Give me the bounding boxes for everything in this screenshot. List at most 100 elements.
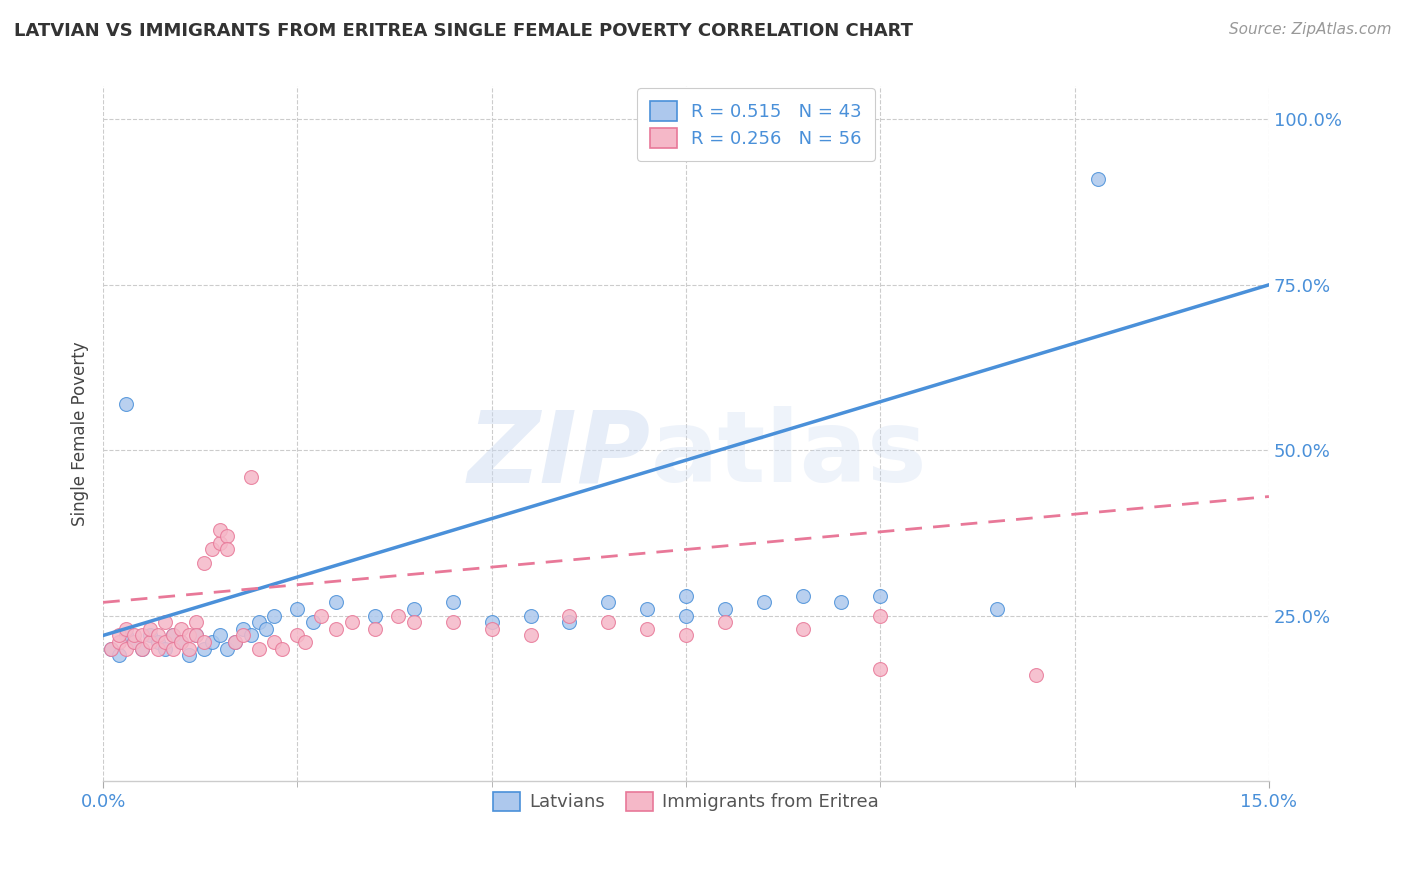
Point [193,635,215,649]
Point [177,648,200,663]
Point [792,622,814,636]
Point [302,615,325,630]
Point [402,615,425,630]
Point [325,595,347,609]
Point [170,622,193,636]
Point [146,641,169,656]
Point [107,648,129,663]
Point [340,615,363,630]
Point [224,635,246,649]
Point [146,628,169,642]
Point [170,635,193,649]
Point [294,635,316,649]
Point [217,641,239,656]
Point [519,628,541,642]
Text: Source: ZipAtlas.com: Source: ZipAtlas.com [1229,22,1392,37]
Point [115,641,138,656]
Point [675,628,697,642]
Point [107,628,129,642]
Point [201,542,224,557]
Legend: Latvians, Immigrants from Eritrea: Latvians, Immigrants from Eritrea [481,779,891,824]
Point [155,641,177,656]
Point [675,589,697,603]
Point [325,622,347,636]
Point [830,595,852,609]
Point [177,641,200,656]
Point [287,628,309,642]
Point [186,615,208,630]
Point [186,628,208,642]
Point [792,589,814,603]
Point [364,622,387,636]
Point [162,628,184,642]
Point [247,615,270,630]
Point [115,397,138,411]
Point [287,602,309,616]
Point [598,615,620,630]
Point [309,608,332,623]
Point [558,615,581,630]
Point [201,635,224,649]
Point [263,608,285,623]
Point [131,641,153,656]
Point [107,635,129,649]
Point [869,608,891,623]
Point [636,602,658,616]
Y-axis label: Single Female Poverty: Single Female Poverty [72,342,89,526]
Text: atlas: atlas [651,406,928,503]
Point [519,608,541,623]
Point [208,536,231,550]
Point [193,556,215,570]
Point [263,635,285,649]
Text: LATVIAN VS IMMIGRANTS FROM ERITREA SINGLE FEMALE POVERTY CORRELATION CHART: LATVIAN VS IMMIGRANTS FROM ERITREA SINGL… [14,22,912,40]
Point [122,635,145,649]
Point [100,641,122,656]
Point [115,628,138,642]
Point [714,602,737,616]
Point [217,529,239,543]
Point [131,628,153,642]
Point [217,542,239,557]
Point [139,622,162,636]
Point [122,635,145,649]
Point [441,615,464,630]
Point [208,523,231,537]
Point [139,635,162,649]
Point [232,628,254,642]
Point [115,622,138,636]
Point [122,628,145,642]
Point [481,615,503,630]
Point [193,641,215,656]
Point [714,615,737,630]
Point [232,622,254,636]
Point [1025,668,1047,682]
Point [558,608,581,623]
Point [986,602,1008,616]
Point [162,641,184,656]
Point [146,635,169,649]
Point [752,595,775,609]
Point [177,628,200,642]
Point [224,635,246,649]
Text: ZIP: ZIP [468,406,651,503]
Point [636,622,658,636]
Point [186,628,208,642]
Point [100,641,122,656]
Point [869,661,891,675]
Point [387,608,409,623]
Point [270,641,292,656]
Point [247,641,270,656]
Point [254,622,277,636]
Point [675,608,697,623]
Point [402,602,425,616]
Point [1087,172,1109,186]
Point [131,641,153,656]
Point [170,635,193,649]
Point [162,628,184,642]
Point [364,608,387,623]
Point [208,628,231,642]
Point [139,628,162,642]
Point [481,622,503,636]
Point [441,595,464,609]
Point [869,589,891,603]
